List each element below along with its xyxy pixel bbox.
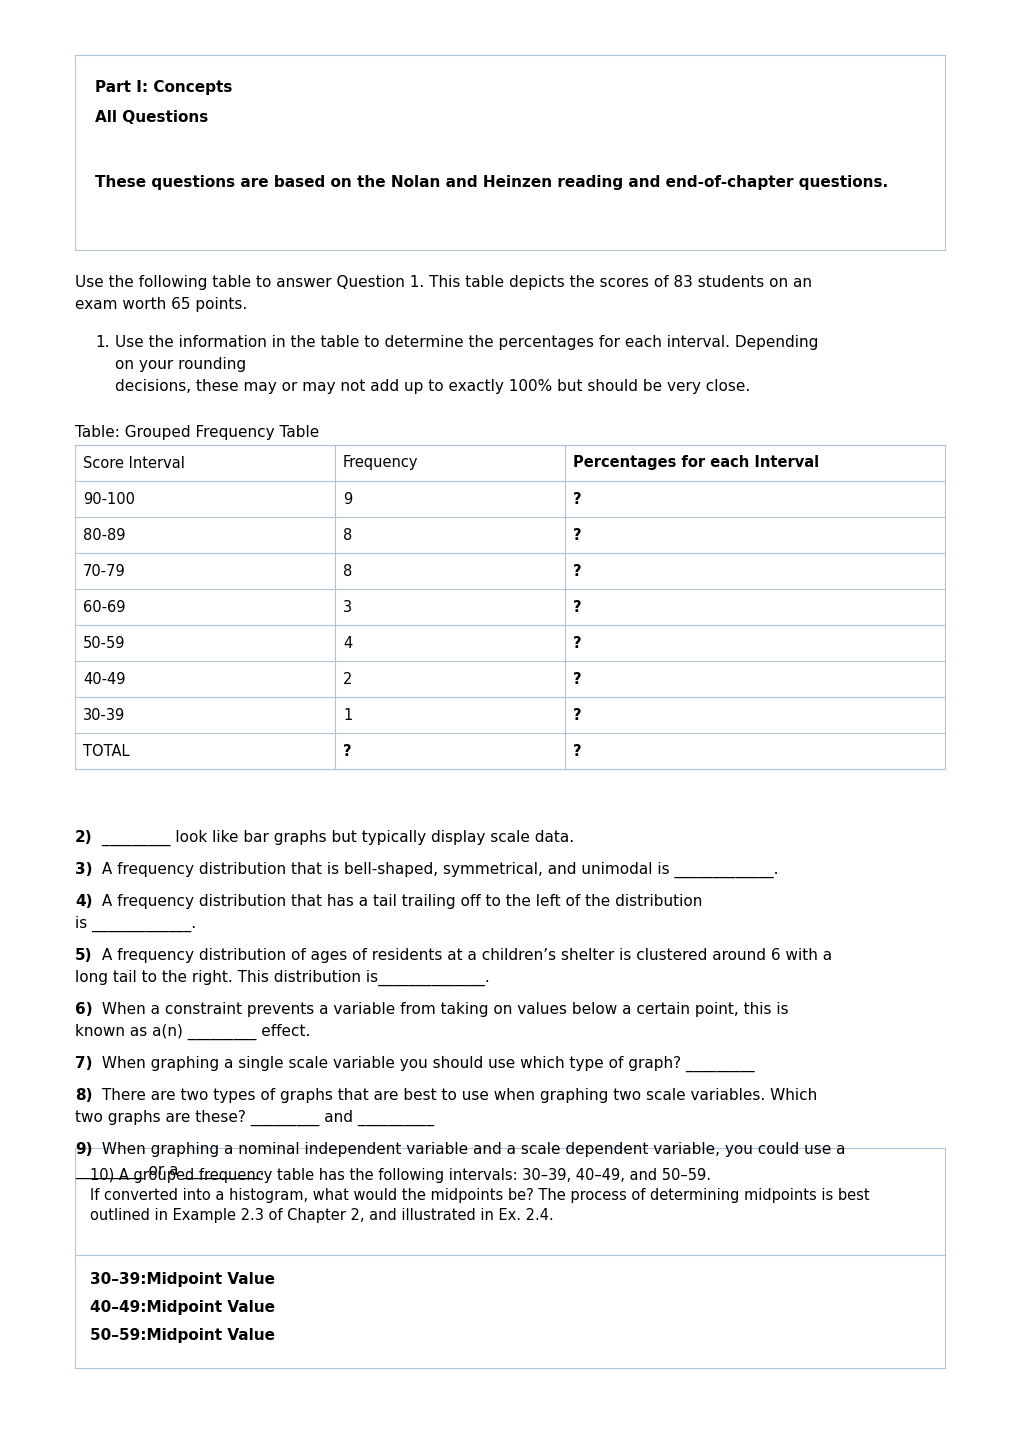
Text: on your rounding: on your rounding (115, 356, 246, 372)
Text: two graphs are these? _________ and __________: two graphs are these? _________ and ____… (75, 1110, 434, 1126)
Text: All Questions: All Questions (95, 110, 208, 126)
Text: 2): 2) (75, 830, 93, 846)
Text: When a constraint prevents a variable from taking on values below a certain poin: When a constraint prevents a variable fr… (97, 1001, 788, 1017)
Text: 2: 2 (342, 671, 352, 687)
Text: A frequency distribution that has a tail trailing off to the left of the distrib: A frequency distribution that has a tail… (97, 895, 702, 909)
Text: 8: 8 (342, 564, 352, 579)
Bar (75, 1149, 944, 1368)
Text: exam worth 65 points.: exam worth 65 points. (75, 297, 247, 312)
Text: A frequency distribution of ages of residents at a children’s shelter is cluster: A frequency distribution of ages of resi… (97, 948, 832, 962)
Text: 9): 9) (75, 1141, 93, 1157)
Text: 30–39:Midpoint Value: 30–39:Midpoint Value (90, 1271, 275, 1287)
Text: Use the information in the table to determine the percentages for each interval.: Use the information in the table to dete… (115, 335, 817, 351)
Text: ?: ? (573, 707, 581, 723)
Text: 80-89: 80-89 (83, 528, 125, 543)
Text: TOTAL: TOTAL (83, 743, 129, 759)
Bar (75, 55, 944, 250)
Text: 70-79: 70-79 (83, 564, 125, 579)
Text: Use the following table to answer Question 1. This table depicts the scores of 8: Use the following table to answer Questi… (75, 276, 811, 290)
Text: 40-49: 40-49 (83, 671, 125, 687)
Text: Part I: Concepts: Part I: Concepts (95, 79, 232, 95)
Text: ?: ? (342, 743, 352, 759)
Text: ?: ? (573, 492, 581, 506)
Text: 7): 7) (75, 1056, 93, 1071)
Text: ?: ? (573, 599, 581, 615)
Text: Frequency: Frequency (342, 456, 418, 470)
Text: 6): 6) (75, 1001, 93, 1017)
Text: When graphing a nominal independent variable and a scale dependent variable, you: When graphing a nominal independent vari… (97, 1141, 845, 1157)
Text: 10) A grouped frequency table has the following intervals: 30–39, 40–49, and 50–: 10) A grouped frequency table has the fo… (90, 1167, 710, 1183)
Text: A frequency distribution that is bell-shaped, symmetrical, and unimodal is _____: A frequency distribution that is bell-sh… (97, 861, 777, 879)
Text: Table: Grouped Frequency Table: Table: Grouped Frequency Table (75, 426, 319, 440)
Text: 60-69: 60-69 (83, 599, 125, 615)
Text: outlined in Example 2.3 of Chapter 2, and illustrated in Ex. 2.4.: outlined in Example 2.3 of Chapter 2, an… (90, 1208, 553, 1224)
Text: 4): 4) (75, 895, 93, 909)
Text: ?: ? (573, 671, 581, 687)
Text: long tail to the right. This distribution is______________.: long tail to the right. This distributio… (75, 970, 489, 986)
Text: 50–59:Midpoint Value: 50–59:Midpoint Value (90, 1328, 275, 1343)
Text: If converted into a histogram, what would the midpoints be? The process of deter: If converted into a histogram, what woul… (90, 1188, 869, 1203)
Text: 40–49:Midpoint Value: 40–49:Midpoint Value (90, 1300, 275, 1315)
Text: known as a(n) _________ effect.: known as a(n) _________ effect. (75, 1025, 310, 1040)
Text: _________ or a __________.: _________ or a __________. (75, 1165, 264, 1179)
Text: When graphing a single scale variable you should use which type of graph? ______: When graphing a single scale variable yo… (97, 1056, 754, 1072)
Text: 3): 3) (75, 861, 93, 877)
Text: 8: 8 (342, 528, 352, 543)
Text: 8): 8) (75, 1088, 93, 1102)
Text: 1: 1 (342, 707, 352, 723)
Text: _________ look like bar graphs but typically display scale data.: _________ look like bar graphs but typic… (97, 830, 574, 846)
Text: 5): 5) (75, 948, 93, 962)
Text: There are two types of graphs that are best to use when graphing two scale varia: There are two types of graphs that are b… (97, 1088, 816, 1102)
Text: 50-59: 50-59 (83, 635, 125, 651)
Text: 3: 3 (342, 599, 352, 615)
Text: ?: ? (573, 635, 581, 651)
Text: ?: ? (573, 528, 581, 543)
Text: 90-100: 90-100 (83, 492, 135, 506)
Text: Score Interval: Score Interval (83, 456, 184, 470)
Text: Percentages for each Interval: Percentages for each Interval (573, 456, 818, 470)
Text: 4: 4 (342, 635, 352, 651)
Text: 9: 9 (342, 492, 352, 506)
Text: 1.: 1. (95, 335, 109, 351)
Text: ?: ? (573, 564, 581, 579)
Text: is _____________.: is _____________. (75, 916, 196, 932)
Bar (75, 444, 944, 769)
Text: 30-39: 30-39 (83, 707, 125, 723)
Text: ?: ? (573, 743, 581, 759)
Text: decisions, these may or may not add up to exactly 100% but should be very close.: decisions, these may or may not add up t… (115, 380, 750, 394)
Text: These questions are based on the Nolan and Heinzen reading and end-of-chapter qu: These questions are based on the Nolan a… (95, 175, 888, 190)
